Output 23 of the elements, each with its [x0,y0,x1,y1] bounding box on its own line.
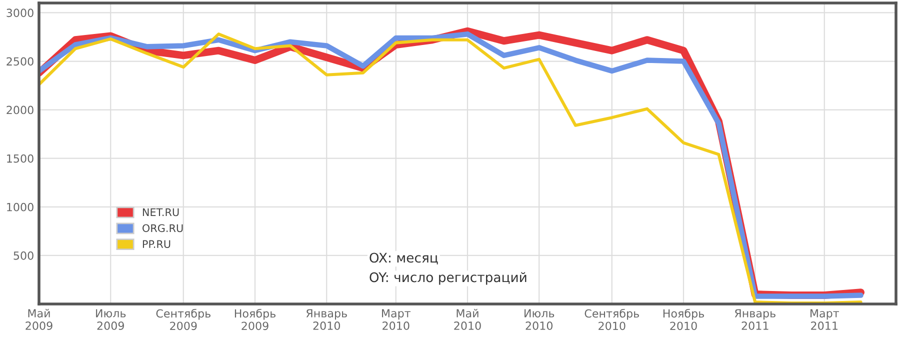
y-tick-label: 1500 [7,154,34,163]
x-tick-label: Июль 2009 [96,309,126,330]
y-tick-label: 500 [14,251,34,260]
x-tick-label: Май 2009 [26,308,52,330]
annotation: OY: число регистраций [370,272,526,285]
x-tick-label: Сентябрь 2009 [156,308,210,330]
x-tick-label: Май 2010 [454,308,481,330]
legend-label: PP.RU [142,240,170,248]
x-tick-label: Ноябрь 2009 [234,308,276,330]
x-tick-label: Сентябрь 2010 [584,308,639,330]
x-tick-label: Январь 2010 [306,309,347,330]
y-tick-label: 3000 [6,8,34,18]
legend-label: NET.RU [142,208,179,216]
x-tick-label: Ноябрь 2010 [663,308,704,330]
y-tick-label: 2500 [6,57,34,66]
x-tick-label: Март 2011 [810,309,840,330]
x-tick-label: Июль 2010 [524,309,554,330]
legend-label: ORG.RU [142,224,183,232]
y-tick-label: 2000 [6,106,34,114]
x-tick-label: Январь 2011 [734,309,776,330]
y-tick-label: 1000 [7,202,34,212]
annotation: OX: месяц [370,252,438,264]
x-tick-label: Март 2010 [382,309,411,330]
